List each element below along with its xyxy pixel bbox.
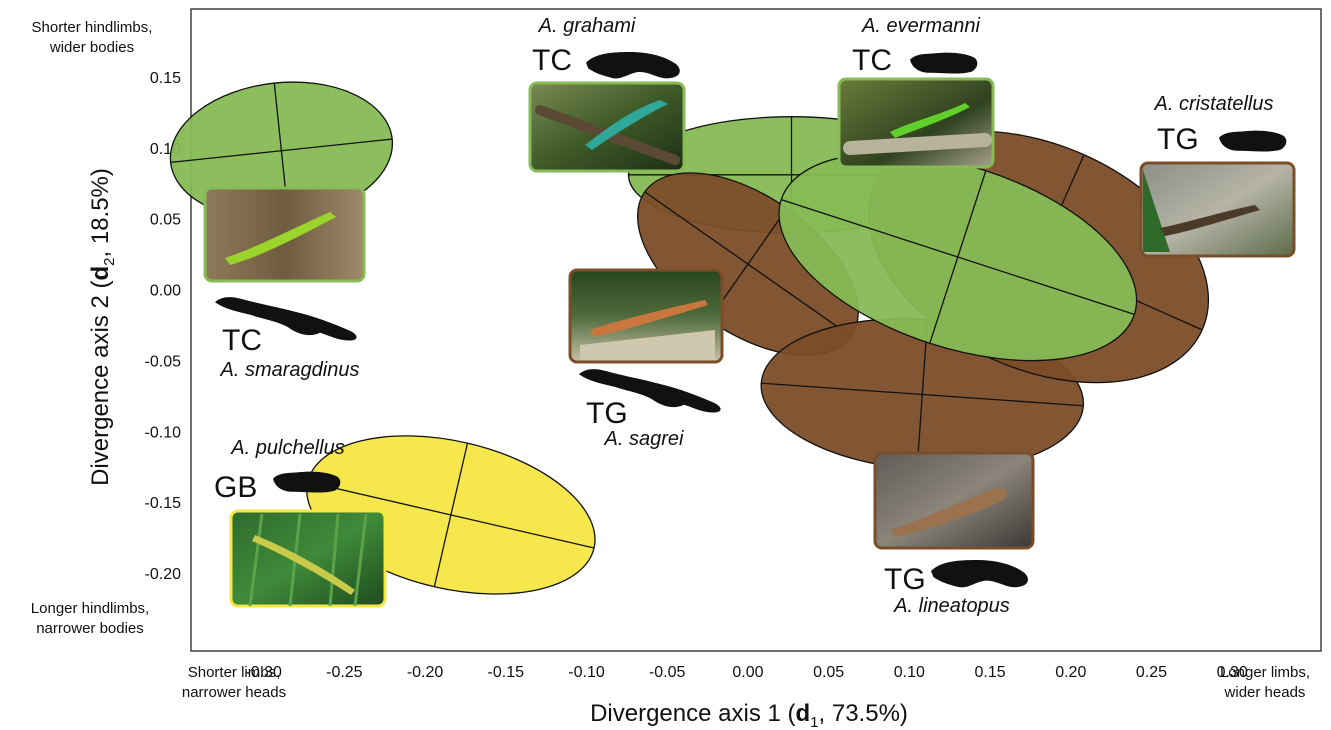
ecomorph-label-pulchellus: GB	[214, 471, 257, 504]
corner-y-bottom-line-1: Longer hindlimbs,	[31, 600, 149, 617]
ellipse-layer	[169, 81, 1210, 595]
x-tick-label: 0.20	[1055, 664, 1086, 681]
x-tick-label: -0.05	[649, 664, 686, 681]
y-tick-label: 0.05	[150, 212, 181, 229]
species-label-grahami: A. grahami	[538, 15, 636, 37]
species-label-smaragdinus: A. smaragdinus	[220, 359, 360, 381]
ecomorph-label-sagrei: TG	[586, 397, 628, 430]
corner-y-bottom-line-2: narrower bodies	[36, 620, 144, 637]
jamaica-silhouette-icon	[586, 52, 680, 79]
corner-y-top-line-1: Shorter hindlimbs,	[32, 19, 153, 36]
lizard-photo-pulchellus	[229, 509, 387, 608]
corner-x-right-line-1: Longer limbs,	[1220, 664, 1310, 681]
lizard-photo-sagrei	[568, 268, 724, 364]
species-label-evermanni: A. evermanni	[861, 15, 980, 37]
x-tick-label: -0.15	[488, 664, 525, 681]
y-tick-label: -0.10	[145, 424, 182, 441]
corner-y-top-line-2: wider bodies	[49, 39, 134, 56]
x-tick-label: 0.00	[732, 664, 763, 681]
ellipse-minor-axis-pulchellus	[433, 442, 469, 587]
y-tick-label: -0.15	[145, 495, 182, 512]
species-label-lineatopus: A. lineatopus	[893, 595, 1010, 617]
x-tick-label: 0.25	[1136, 664, 1167, 681]
y-axis-title: Divergence axis 2 (d2, 18.5%)	[87, 168, 118, 486]
jamaica-silhouette-icon	[931, 560, 1028, 588]
x-tick-label: 0.15	[975, 664, 1006, 681]
corner-x-left-line-2: narrower heads	[182, 684, 286, 701]
annotation-evermanni: A. evermanni TC	[837, 15, 995, 169]
y-tick-label: 0.15	[150, 70, 181, 87]
x-tick-label: -0.30	[245, 664, 282, 681]
x-tick-label: -0.10	[568, 664, 605, 681]
puerto-rico-silhouette-icon	[1219, 130, 1287, 152]
annotation-sagrei: TG A. sagrei	[568, 268, 724, 450]
y-tick-label: -0.05	[145, 353, 182, 370]
ecomorph-label-evermanni: TC	[852, 44, 892, 77]
ecomorph-label-cristatellus: TG	[1157, 123, 1199, 156]
x-axis-title: Divergence axis 1 (d1, 73.5%)	[590, 700, 908, 730]
annotation-pulchellus: A. pulchellus GB	[214, 437, 387, 608]
lizard-photo-cristatellus	[1139, 161, 1296, 258]
annotation-grahami: A. grahami TC	[528, 15, 686, 173]
puerto-rico-silhouette-icon	[273, 471, 341, 493]
lizard-photo-grahami	[528, 81, 686, 173]
species-label-sagrei: A. sagrei	[604, 428, 684, 450]
species-label-cristatellus: A. cristatellus	[1154, 93, 1274, 115]
annotation-cristatellus: A. cristatellus TG	[1139, 93, 1296, 258]
corner-label-x-right: Longer limbs, wider heads	[1220, 664, 1310, 701]
puerto-rico-silhouette-icon	[910, 52, 978, 74]
x-tick-label: 0.10	[894, 664, 925, 681]
corner-label-x-left: Shorter limbs, narrower heads	[182, 664, 286, 701]
lizard-photo-lineatopus	[873, 451, 1035, 550]
x-tick-label: -0.25	[326, 664, 363, 681]
ecomorph-label-lineatopus: TG	[884, 563, 926, 596]
y-tick-label: -0.20	[145, 566, 182, 583]
ellipse-evermanni	[778, 152, 1138, 362]
corner-label-y-bottom: Longer hindlimbs, narrower bodies	[31, 600, 149, 637]
corner-x-right-line-2: wider heads	[1224, 684, 1306, 701]
species-label-pulchellus: A. pulchellus	[230, 437, 344, 459]
annotation-smaragdinus: TC A. smaragdinus	[203, 186, 366, 381]
lizard-photo-smaragdinus	[203, 186, 366, 283]
annotation-lineatopus: TG A. lineatopus	[873, 451, 1035, 617]
corner-label-y-top: Shorter hindlimbs, wider bodies	[32, 19, 153, 56]
ecomorph-label-smaragdinus: TC	[222, 324, 262, 357]
x-tick-label: -0.20	[407, 664, 444, 681]
plot-frame	[190, 8, 1322, 652]
ecomorph-label-grahami: TC	[532, 44, 572, 77]
x-tick-label: 0.05	[813, 664, 844, 681]
x-tick-labels: -0.30 -0.25 -0.20 -0.15 -0.10 -0.05 0.00 0.05 0.…	[245, 664, 1247, 681]
y-tick-label: 0.00	[150, 283, 181, 300]
ellipse-minor-axis-lineatopus	[916, 319, 929, 470]
x-tick-label: 0.30	[1217, 664, 1248, 681]
corner-x-left-line-1: Shorter limbs,	[188, 664, 281, 681]
lizard-photo-evermanni	[837, 77, 995, 169]
ellipse-minor-axis-evermanni	[929, 170, 987, 344]
